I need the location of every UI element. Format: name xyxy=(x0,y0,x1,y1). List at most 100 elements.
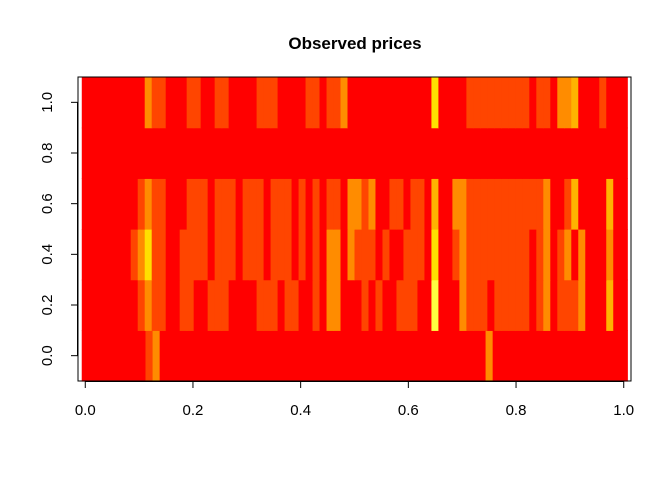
heatmap-cell xyxy=(151,178,160,230)
heatmap-cell xyxy=(431,178,440,230)
heatmap-cell xyxy=(382,77,391,129)
heatmap-cell xyxy=(172,127,181,179)
x-tick-label: 0.8 xyxy=(506,402,527,419)
heatmap-cell xyxy=(81,229,90,281)
heatmap-cell xyxy=(165,178,174,230)
heatmap-cell xyxy=(354,279,363,331)
heatmap-cell xyxy=(557,77,565,129)
heatmap-cell xyxy=(487,279,495,331)
heatmap-cell xyxy=(529,77,537,129)
heatmap-cell xyxy=(138,330,147,382)
heatmap-cell xyxy=(249,127,258,179)
heatmap-cell xyxy=(410,178,419,230)
heatmap-cell xyxy=(522,127,530,179)
heatmap-cell xyxy=(354,77,363,129)
heatmap-cell xyxy=(117,330,125,382)
heatmap-cell xyxy=(116,229,125,281)
heatmap-cell xyxy=(110,330,118,382)
heatmap-cell xyxy=(151,229,160,281)
heatmap-cell xyxy=(620,330,628,382)
heatmap-cell xyxy=(291,178,300,230)
heatmap-cell xyxy=(382,178,391,230)
heatmap-cell xyxy=(312,178,321,230)
heatmap-cell xyxy=(478,330,487,382)
heatmap-cell xyxy=(277,127,286,179)
heatmap-cell xyxy=(620,178,628,230)
heatmap-cell xyxy=(326,77,335,129)
heatmap-cell xyxy=(305,178,314,230)
heatmap-cell xyxy=(473,279,481,331)
heatmap-cell xyxy=(571,279,579,331)
heatmap-cell xyxy=(130,127,139,179)
heatmap-cell xyxy=(137,178,146,230)
heatmap-cell xyxy=(613,178,621,230)
heatmap-cell xyxy=(403,77,412,129)
heatmap-cell xyxy=(529,229,537,281)
heatmap-cell xyxy=(88,127,97,179)
heatmap-cell xyxy=(528,330,536,382)
heatmap-cell xyxy=(102,229,111,281)
heatmap-cell xyxy=(249,279,258,331)
heatmap-cell xyxy=(494,77,502,129)
heatmap-cell xyxy=(485,330,494,382)
heatmap-cell xyxy=(543,77,551,129)
heatmap-cell xyxy=(396,229,405,281)
heatmap-cell xyxy=(88,330,97,382)
heatmap-cell xyxy=(284,127,293,179)
x-tick-label: 1.0 xyxy=(613,402,634,419)
heatmap-cell xyxy=(319,127,328,179)
heatmap-cell xyxy=(452,279,460,331)
heatmap-cell xyxy=(520,330,529,382)
heatmap-cell xyxy=(492,330,501,382)
heatmap-cell xyxy=(529,178,537,230)
heatmap-cell xyxy=(403,229,412,281)
x-axis: 0.0 0.2 0.4 0.6 0.8 1.0 xyxy=(75,381,634,419)
heatmap-cell xyxy=(88,77,97,129)
heatmap-cell xyxy=(235,178,244,230)
heatmap-cell xyxy=(396,77,405,129)
heatmap-cell xyxy=(501,279,509,331)
heatmap-cell xyxy=(570,330,579,382)
heatmap-cell xyxy=(473,229,481,281)
heatmap-cell xyxy=(265,330,274,382)
heatmap-cell xyxy=(438,178,447,230)
heatmap-cell xyxy=(95,127,104,179)
heatmap-cell xyxy=(550,127,558,179)
heatmap-cell xyxy=(578,279,586,331)
heatmap-cell xyxy=(186,229,195,281)
heatmap-cell xyxy=(620,127,628,179)
heatmap-cell xyxy=(473,178,481,230)
heatmap-cell xyxy=(158,279,167,331)
heatmap-cell xyxy=(354,229,363,281)
heatmap-cell xyxy=(445,127,454,179)
heatmap-cell xyxy=(452,178,460,230)
heatmap-cell xyxy=(368,229,377,281)
heatmap-cell xyxy=(450,330,458,382)
heatmap-cell xyxy=(109,77,118,129)
heatmap-cell xyxy=(599,127,607,179)
heatmap-cell xyxy=(242,77,251,129)
heatmap-cell xyxy=(123,229,132,281)
heatmap-cell xyxy=(263,279,272,331)
heatmap-cell xyxy=(277,178,286,230)
heatmap-cell xyxy=(431,127,440,179)
heatmap-cell xyxy=(200,77,209,129)
heatmap-cell xyxy=(242,229,251,281)
heatmap-cell xyxy=(438,77,447,129)
heatmap-cell xyxy=(375,279,384,331)
heatmap-cell xyxy=(578,77,586,129)
x-tick-label: 0.2 xyxy=(183,402,204,419)
heatmap-cell xyxy=(382,279,391,331)
heatmap-cell xyxy=(179,279,188,331)
heatmap-cell xyxy=(95,229,104,281)
heatmap-cell xyxy=(536,279,544,331)
heatmap-cell xyxy=(550,77,558,129)
heatmap-cell xyxy=(235,229,244,281)
heatmap-cell xyxy=(109,127,118,179)
heatmap-cell xyxy=(179,229,188,281)
heatmap-cell xyxy=(165,127,174,179)
heatmap-cell xyxy=(193,229,202,281)
heatmap-cell xyxy=(172,279,181,331)
heatmap-cell xyxy=(305,77,314,129)
